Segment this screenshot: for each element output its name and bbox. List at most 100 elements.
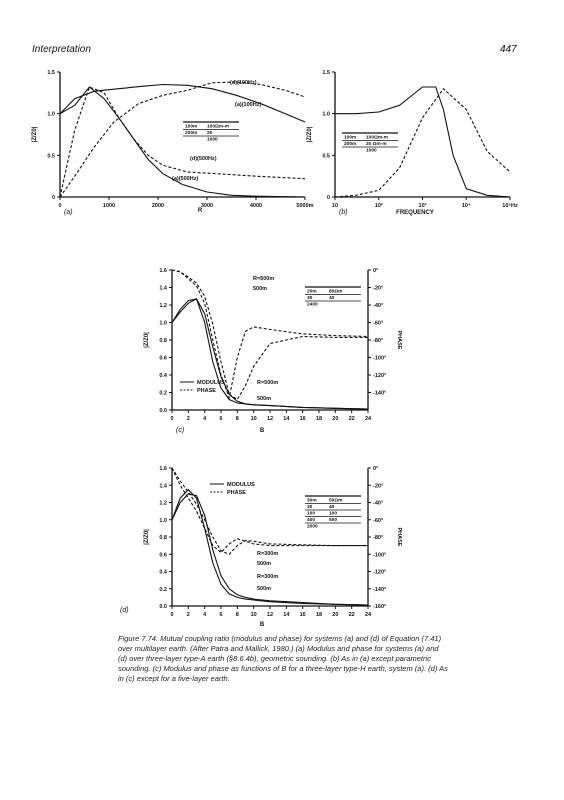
panel-c-x-tick-label: 24: [365, 416, 372, 422]
panel-b-y-tick-label: 1.5: [322, 70, 330, 76]
panel-a-y-tick-label: 1.0: [47, 112, 55, 118]
panel-d-y-tick-label: 0.6: [159, 552, 167, 558]
panel-b-y-axis-label: |Z/Z0|: [307, 126, 313, 142]
panel-c-y-tick-label: 1.4: [159, 286, 168, 292]
panel-c-x-tick-label: 20: [332, 416, 338, 422]
panel-d-y-axis-label: |Z/Z0|: [144, 529, 150, 545]
panel-a-series-1: [59, 81, 306, 198]
panel-a-x-tick-label: 5000m: [296, 203, 313, 209]
panel-c-table-cell: 80Ωm: [329, 289, 342, 295]
running-header-title: Interpretation: [32, 44, 91, 55]
panel-c-right-tick-label: -140°: [373, 391, 386, 397]
panel-d-x-tick-label: 8: [236, 612, 239, 618]
panel-d-y-tick-label: 1.2: [159, 501, 167, 507]
panel-c-curve-label: 500m: [257, 396, 271, 402]
panel-d-x-tick-label: 22: [349, 612, 355, 618]
panel-c-table-cell: 20m: [307, 289, 317, 295]
panel-c-right-tick-label: -60°: [373, 321, 383, 327]
panel-b-y-tick-label: 0.5: [322, 153, 330, 159]
panel-b-label: (b): [339, 209, 348, 216]
panel-c-table-cell: 2400: [307, 302, 318, 308]
panel-c-right-tick-label: 0°: [373, 268, 378, 274]
panel-a-y-tick-label: 1.5: [47, 70, 55, 76]
panel-d-right-tick-label: -160°: [373, 604, 386, 610]
panel-a-y-axis-label: |Z/Z0|: [32, 126, 38, 142]
panel-a-x-tick-label: 4000: [250, 203, 262, 209]
panel-d-y-tick-label: 0.0: [159, 604, 167, 610]
panel-c-right-tick-label: -20°: [373, 286, 383, 292]
panel-d-table-cell: 40: [329, 504, 335, 510]
panel-d-right-tick-label: -60°: [373, 518, 383, 524]
panel-a-x-tick-label: 3000: [201, 203, 213, 209]
panel-d-table-cell: 50Ωm: [329, 498, 342, 504]
panel-d-curve-label: 500m: [257, 561, 271, 567]
panel-c-x-axis-label: B: [260, 428, 265, 434]
panel-d-legend-label: PHASE: [227, 490, 246, 496]
panel-d-series-2: [171, 467, 368, 554]
panel-c-x-tick-label: 14: [283, 416, 290, 422]
panel-a-x-tick-label: 0: [58, 203, 61, 209]
panel-a-series-0: [59, 83, 306, 123]
panel-c-right-axis-label: PHASE: [396, 331, 402, 350]
panel-b-series-1: [334, 87, 511, 198]
panel-d-x-axis-label: B: [260, 622, 265, 628]
panel-c-x-tick-label: 18: [316, 416, 322, 422]
panel-d-table-cell: 500: [329, 517, 337, 523]
panel-b-series-0: [335, 86, 511, 198]
panel-d-y-tick-label: 1.0: [159, 518, 167, 524]
panel-d-x-tick-label: 24: [365, 612, 372, 618]
panel-d-y-tick-label: 1.4: [159, 483, 168, 489]
panel-c-label: (c): [176, 427, 184, 434]
panel-b-table-cell: 200m: [344, 141, 356, 147]
panel-c-y-tick-label: 0.8: [159, 338, 167, 344]
panel-d-curve-label: R=300m: [257, 574, 278, 580]
panel-a-series-3: [59, 86, 306, 198]
panel-a-series-2: [59, 86, 306, 198]
panel-d-x-tick-label: 4: [203, 612, 207, 618]
panel-d-x-tick-label: 10: [251, 612, 257, 618]
panel-c-x-tick-label: 10: [251, 416, 257, 422]
panel-d-right-tick-label: -40°: [373, 501, 383, 507]
panel-c-y-tick-label: 0.0: [159, 408, 167, 414]
panel-c-x-tick-label: 0: [170, 416, 173, 422]
panel-a-table-cell: 20: [207, 130, 213, 136]
panel-d-series-3: [171, 467, 368, 555]
panel-a-table-cell: 200m: [185, 130, 197, 136]
panel-d-x-tick-label: 14: [283, 612, 290, 618]
panel-a-curve-label: (d)(100Hz): [230, 80, 257, 86]
panel-c-y-tick-label: 1.2: [159, 303, 167, 309]
panel-d-right-tick-label: -100°: [373, 552, 386, 558]
panel-d-x-tick-label: 6: [219, 612, 222, 618]
panel-c-y-axis-label: |Z/Z0|: [144, 332, 150, 348]
panel-b-x-tick-label: 10⁵Hz: [502, 203, 518, 209]
panel-a-y-tick-label: 0.5: [47, 153, 55, 159]
panel-d-x-tick-label: 18: [316, 612, 322, 618]
panel-c-x-tick-label: 22: [349, 416, 355, 422]
panel-c-series-1: [171, 298, 369, 410]
panel-c-curve-label: R=500m: [257, 380, 278, 386]
panel-b-y-tick-label: 0: [327, 195, 330, 201]
panel-c-curve-label: 500m: [253, 286, 267, 292]
panel-a-table-cell: 100Ωm-m: [207, 124, 229, 130]
panel-c-table-cell: 40: [329, 295, 335, 301]
panel-c-curve-label: R=500m: [253, 276, 274, 282]
panel-d-curve-label: 500m: [257, 586, 271, 592]
panel-c-right-tick-label: -120°: [373, 373, 386, 379]
panel-d-right-tick-label: -20°: [373, 483, 383, 489]
panel-d-legend-label: MODULUS: [227, 482, 255, 488]
panel-d-right-axis-label: PHASE: [396, 528, 402, 547]
panel-d-series-0: [171, 488, 369, 606]
panel-d-x-tick-label: 2: [187, 612, 190, 618]
panel-a-x-tick-label: 2000: [152, 203, 164, 209]
panel-c-y-tick-label: 1.6: [159, 268, 167, 274]
panel-d-table-cell: 30m: [307, 498, 317, 504]
panel-d-table-cell: 100: [307, 511, 315, 517]
panel-c-y-tick-label: 0.6: [159, 356, 167, 362]
panel-b-x-tick-label: 10³: [419, 202, 427, 209]
panel-b-table-cell: 1000: [366, 148, 377, 154]
figure-caption: Figure 7.74. Mutual coupling ratio (modu…: [118, 634, 448, 683]
panel-d-table-cell: 100: [329, 511, 337, 517]
panel-d-label: (d): [120, 607, 129, 614]
panel-c-x-tick-label: 6: [219, 416, 222, 422]
